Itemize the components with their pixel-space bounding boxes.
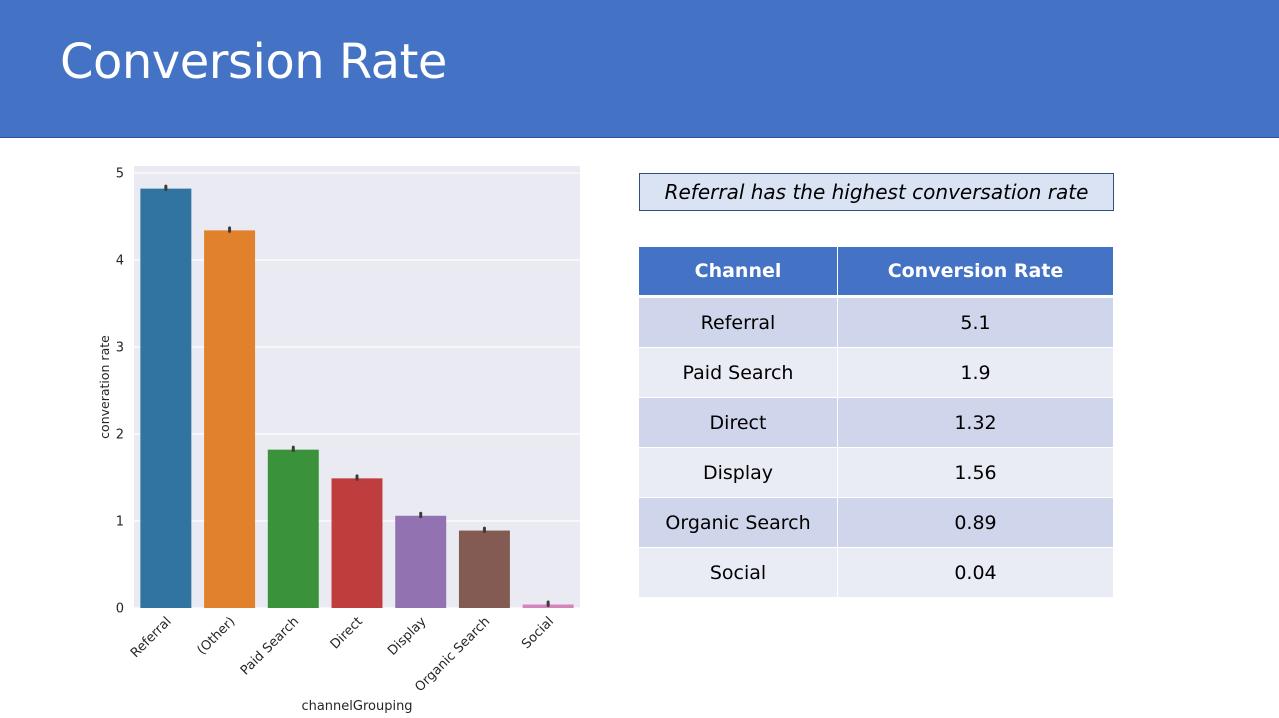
bar-display	[395, 515, 447, 608]
bar-paid-search	[267, 449, 319, 608]
callout-box: Referral has the highest conversation ra…	[639, 173, 1114, 211]
table-cell-rate: 0.04	[837, 547, 1114, 598]
y-tick-label: 1	[116, 514, 124, 529]
table-row: Direct 1.32	[638, 397, 1114, 448]
x-tick-label: Referral	[128, 614, 175, 661]
table-cell-channel: Organic Search	[638, 497, 838, 548]
table-cell-rate: 0.89	[837, 497, 1114, 548]
table-cell-rate: 1.9	[837, 347, 1114, 398]
column-header-channel: Channel	[638, 246, 838, 298]
table-cell-channel: Referral	[638, 296, 838, 348]
table-cell-channel: Social	[638, 547, 838, 598]
y-axis-label: converation rate	[97, 335, 112, 439]
bar-referral	[140, 188, 192, 608]
table-row: Display 1.56	[638, 447, 1114, 498]
table-cell-rate: 5.1	[837, 296, 1114, 348]
bar-direct	[331, 478, 383, 608]
table-cell-rate: 1.56	[837, 447, 1114, 498]
x-tick-label: (Other)	[195, 614, 239, 658]
x-axis-label: channelGrouping	[301, 699, 412, 714]
y-tick-label: 5	[116, 166, 124, 181]
table-row: Organic Search 0.89	[638, 497, 1114, 548]
table-header-row: Channel Conversion Rate	[638, 246, 1114, 298]
x-tick-label: Paid Search	[238, 614, 302, 678]
conversion-table: Channel Conversion Rate Referral 5.1 Pai…	[638, 246, 1114, 598]
y-tick-label: 3	[116, 340, 124, 355]
x-tick-label: Social	[519, 614, 557, 652]
slide-header: Conversion Rate	[0, 0, 1279, 138]
x-tick-label: Direct	[328, 614, 366, 652]
y-tick-label: 4	[116, 253, 124, 268]
table-row: Social 0.04	[638, 547, 1114, 598]
bar-organic-search	[458, 530, 510, 608]
bar-other	[204, 230, 256, 608]
table-cell-channel: Direct	[638, 397, 838, 448]
column-header-conversion-rate: Conversion Rate	[837, 246, 1114, 298]
table-cell-rate: 1.32	[837, 397, 1114, 448]
y-tick-label: 0	[116, 602, 124, 617]
y-tick-label: 2	[116, 427, 124, 442]
table-row: Paid Search 1.9	[638, 347, 1114, 398]
table-cell-channel: Display	[638, 447, 838, 498]
table-cell-channel: Paid Search	[638, 347, 838, 398]
x-tick-label: Display	[385, 614, 430, 659]
bar-chart: 0 1 2 3 4 5 Referral (Other) Paid Search Direct Di…	[97, 166, 580, 714]
slide-title: Conversion Rate	[60, 34, 447, 90]
table-row: Referral 5.1	[638, 296, 1114, 348]
